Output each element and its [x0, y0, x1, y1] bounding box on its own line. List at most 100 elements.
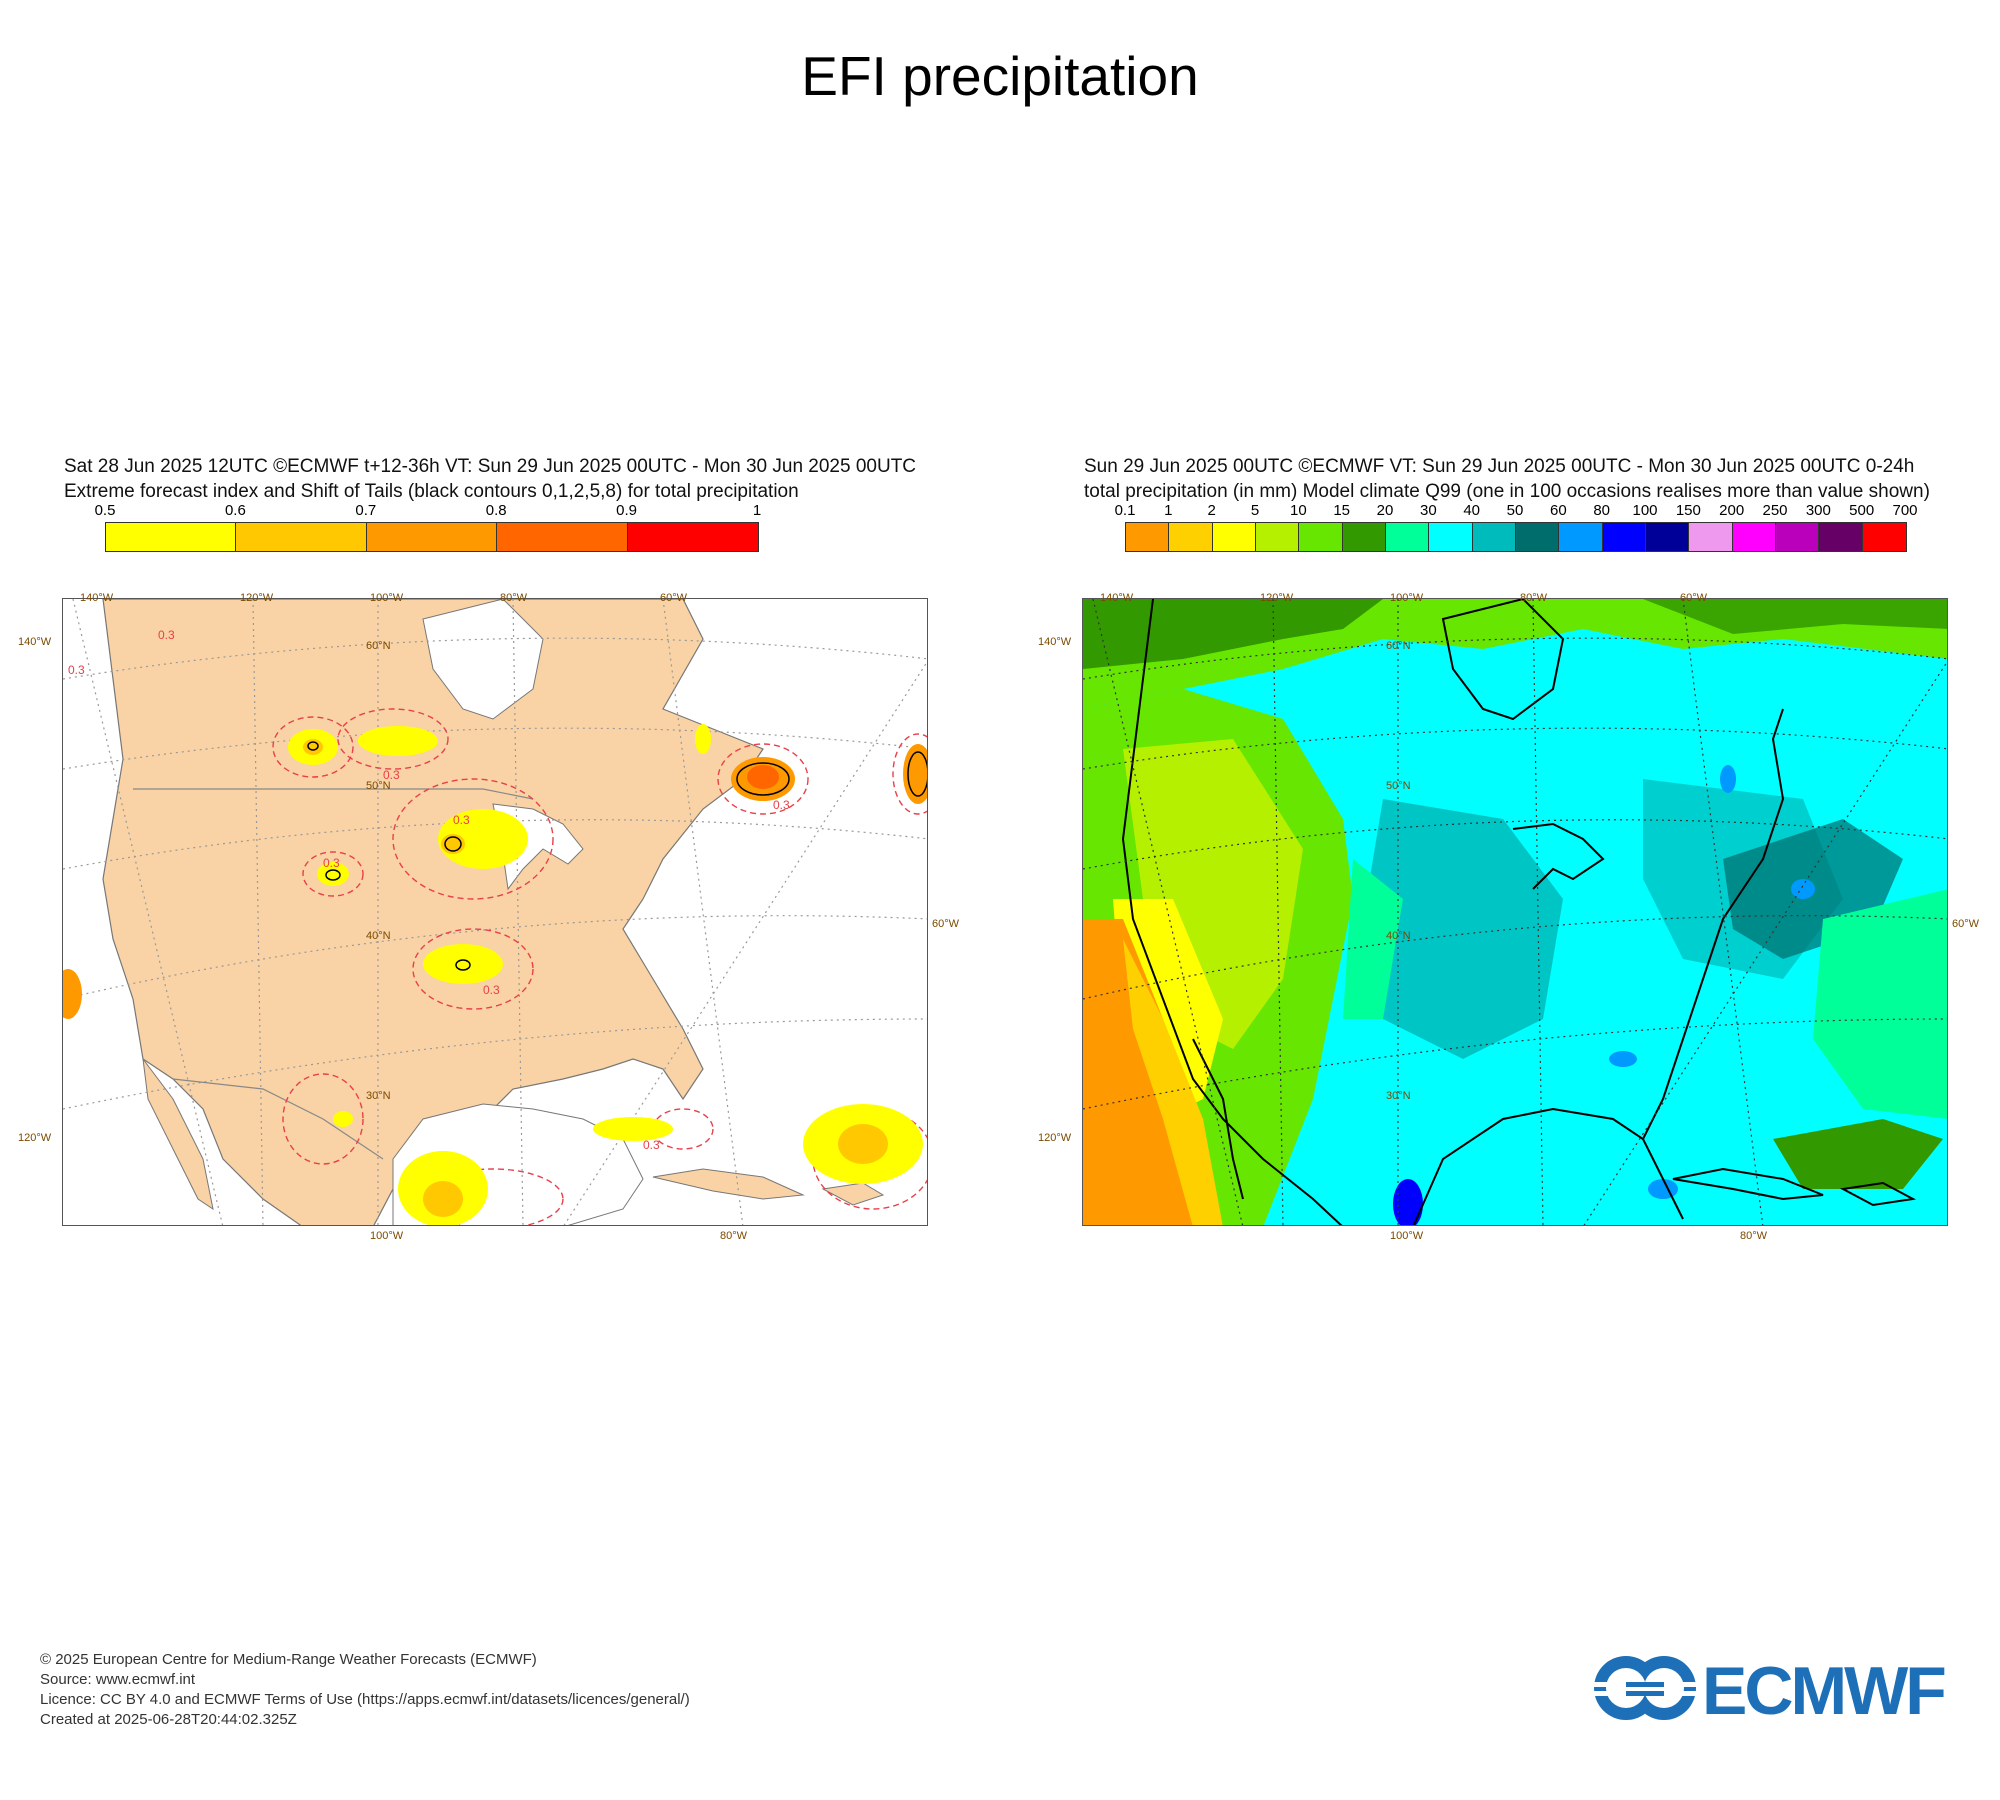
colorbar-segment: [1385, 523, 1430, 551]
svg-text:0.3: 0.3: [323, 856, 340, 870]
colorbar-tick-label: 5: [1250, 502, 1260, 519]
colorbar-segment: [1429, 523, 1473, 551]
lat-label: 40°N: [366, 930, 391, 942]
lat-label: 60°N: [1386, 640, 1411, 652]
colorbar-tick-label: 0.8: [485, 502, 507, 519]
efi-panel: Sat 28 Jun 2025 12UTC ©ECMWF t+12-36h VT…: [18, 450, 960, 1250]
axis-tick-label: 100°W: [370, 1230, 404, 1242]
hispaniola-land: [821, 1182, 885, 1206]
axis-tick-label: 140°W: [80, 592, 114, 604]
colorbar-segment: [1732, 523, 1776, 551]
q99-map: 60°N 50°N 40°N 30°N: [1082, 598, 1948, 1226]
efi-map-svg: 0.3 0.3 0.3 0.3 0.3 0.3 0.3 0.3 60°N 50°…: [63, 599, 927, 1225]
q99-central-teal: [1363, 799, 1563, 1059]
q99-lat-inner-labels: 60°N 50°N 40°N 30°N: [1386, 640, 1411, 1102]
efi-dashed-contours: [272, 708, 927, 1225]
axis-tick-label: 60°W: [1680, 592, 1708, 604]
colorbar-segment: [497, 523, 628, 551]
lat-label: 50°N: [366, 780, 391, 792]
colorbar-segment: [1775, 523, 1820, 551]
colorbar-segment: [236, 523, 367, 551]
colorbar-tick-label: 0.6: [224, 502, 246, 519]
colorbar-segment: [1819, 523, 1863, 551]
efi-lat-inner-labels: 60°N 50°N 40°N 30°N: [366, 640, 391, 1102]
colorbar-tick-label: 40: [1463, 502, 1480, 519]
q99-gold-pacific: [1123, 939, 1223, 1225]
axis-tick-label: 100°W: [1390, 1230, 1424, 1242]
colorbar-tick-label: 0.9: [616, 502, 638, 519]
colorbar-segment: [1212, 523, 1256, 551]
colorbar-segment: [627, 523, 758, 551]
north-america-land: [102, 599, 764, 1225]
q99-header-line1: Sun 29 Jun 2025 00UTC ©ECMWF VT: Sun 29 …: [1084, 456, 1915, 477]
colorbar-segment: [1126, 523, 1170, 551]
q99-coastlines: [1121, 599, 1917, 1225]
colorbar-tick-label: 80: [1593, 502, 1610, 519]
efi-colorbar: [105, 522, 759, 552]
colorbar-tick-label: 10: [1289, 502, 1307, 519]
colorbar-tick-label: 1: [752, 502, 762, 519]
svg-text:0.3: 0.3: [68, 663, 85, 677]
colorbar-segment: [1169, 523, 1213, 551]
colorbar-segment: [1342, 523, 1386, 551]
colorbar-tick-label: 700: [1892, 502, 1918, 519]
axis-tick-label: 80°W: [720, 1230, 748, 1242]
footer-copyright: © 2025 European Centre for Medium-Range …: [40, 1651, 537, 1668]
axis-tick-label: 60°W: [932, 918, 960, 930]
colorbar-segment: [1689, 523, 1733, 551]
efi-shading: [63, 724, 927, 1225]
colorbar-tick-label: 250: [1762, 502, 1788, 519]
footer: © 2025 European Centre for Medium-Range …: [40, 1650, 690, 1730]
axis-tick-label: 80°W: [1740, 1230, 1768, 1242]
axis-tick-label: 80°W: [500, 592, 528, 604]
colorbar-segment: [1559, 523, 1603, 551]
colorbar-tick-label: 150: [1675, 502, 1701, 519]
axis-tick-label: 120°W: [240, 592, 274, 604]
colorbar-tick-label: 2: [1207, 502, 1216, 519]
efi-header-line2: Extreme forecast index and Shift of Tail…: [64, 481, 799, 502]
colorbar-tick-label: 1: [1164, 502, 1173, 519]
q99-panel: Sun 29 Jun 2025 00UTC ©ECMWF VT: Sun 29 …: [1038, 450, 1980, 1250]
lat-label: 30°N: [1386, 1090, 1411, 1102]
axis-tick-label: 120°W: [18, 1132, 52, 1144]
q99-plains-green: [1343, 859, 1403, 1019]
colorbar-tick-label: 30: [1419, 502, 1437, 519]
colorbar-segment: [1645, 523, 1690, 551]
footer-created: Created at 2025-06-28T20:44:02.325Z: [40, 1711, 297, 1728]
colorbar-segment: [1472, 523, 1516, 551]
axis-tick-label: 60°W: [660, 592, 688, 604]
q99-dark-green-ne: [1643, 599, 1947, 634]
q99-atlantic-green: [1813, 889, 1947, 1119]
main-title: EFI precipitation: [801, 45, 1199, 107]
ecmwf-logo: ECMWF: [1590, 1652, 1970, 1729]
colorbar-segment: [1255, 523, 1300, 551]
efi-map: 0.3 0.3 0.3 0.3 0.3 0.3 0.3 0.3 60°N 50°…: [62, 598, 928, 1226]
lat-label: 60°N: [366, 640, 391, 652]
q99-map-svg: 60°N 50°N 40°N 30°N: [1083, 599, 1947, 1225]
q99-graticule: [1083, 599, 1947, 1225]
colorbar-tick-label: 60: [1549, 502, 1567, 519]
q99-caribbean-green: [1773, 1119, 1943, 1189]
footer-source: Source: www.ecmwf.int: [40, 1671, 196, 1688]
efi-header-line1: Sat 28 Jun 2025 12UTC ©ECMWF t+12-36h VT…: [64, 456, 917, 477]
colorbar-tick-label: 50: [1506, 502, 1524, 519]
q99-dark-green-north: [1083, 599, 1383, 669]
axis-tick-label: 100°W: [370, 592, 404, 604]
ecmwf-logo-svg: ECMWF: [1590, 1653, 1948, 1729]
colorbar-tick-label: 0.5: [94, 502, 116, 519]
lat-label: 30°N: [366, 1090, 391, 1102]
colorbar-tick-label: 300: [1805, 502, 1831, 519]
colorbar-segment: [1515, 523, 1560, 551]
efi-header: Sat 28 Jun 2025 12UTC ©ECMWF t+12-36h VT…: [64, 454, 916, 504]
q99-header-line2: total precipitation (in mm) Model climat…: [1084, 481, 1930, 502]
graticule: [63, 599, 927, 1225]
colorbar-segment: [1602, 523, 1646, 551]
borders: [133, 788, 534, 1160]
colorbar-tick-label: 20: [1376, 502, 1394, 519]
axis-tick-label: 140°W: [1038, 636, 1072, 648]
q99-colorbar: [1125, 522, 1907, 552]
colorbar-segment: [1862, 523, 1906, 551]
cuba-land: [652, 1168, 805, 1200]
q99-header: Sun 29 Jun 2025 00UTC ©ECMWF VT: Sun 29 …: [1084, 454, 1930, 504]
colorbar-tick-label: 0.1: [1114, 502, 1136, 519]
